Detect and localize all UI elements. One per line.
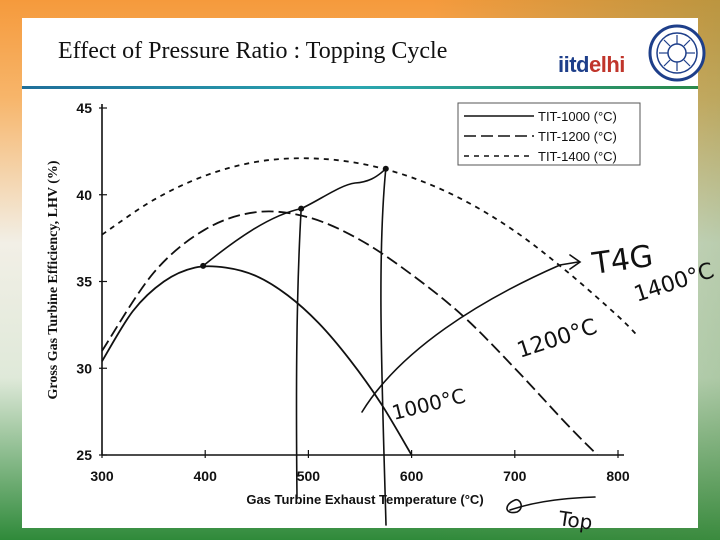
x-tick-label: 800: [606, 468, 630, 484]
handwritten-label-5: Top: [556, 506, 594, 535]
drop-line-1400: [380, 167, 387, 526]
legend: TIT-1000 (°C) TIT-1200 (°C) TIT-1400 (°C): [457, 102, 641, 166]
legend-label-1: TIT-1000 (°C): [538, 109, 617, 124]
optimum-point-1: [200, 262, 207, 269]
arrow-head: [569, 254, 582, 270]
tick-labels: 300 400 500 600 700 800 25 30 35 40 45: [76, 100, 629, 484]
optimum-connector-line: [202, 167, 387, 267]
series-layer: [101, 157, 640, 456]
x-axis-label: Gas Turbine Exhaust Temperature (°C): [246, 492, 483, 507]
slide-title: Effect of Pressure Ratio : Topping Cycle: [58, 38, 448, 64]
y-tick-label: 25: [76, 447, 92, 463]
legend-label-3: TIT-1400 (°C): [538, 149, 617, 164]
series-line-1: [101, 265, 413, 456]
exhaust-arrow-line: [361, 261, 579, 413]
y-tick-label: 45: [76, 100, 92, 116]
bottom-stroke: [509, 496, 596, 511]
bottom-loop: [506, 498, 522, 514]
series-line-2: [101, 210, 598, 456]
legend-box: [457, 102, 641, 166]
handwritten-label-4: T4G: [589, 239, 655, 282]
institute-seal-icon: [648, 24, 706, 82]
logo-text-part2: elhi: [589, 52, 625, 77]
drop-line-1200: [295, 207, 302, 499]
y-tick-label: 35: [76, 274, 92, 290]
logo-text-part1: iitd: [558, 52, 590, 77]
chart-axes: [99, 104, 624, 458]
y-tick-label: 30: [76, 360, 92, 376]
x-tick-label: 300: [90, 468, 114, 484]
handwritten-label-1: 1000°C: [389, 383, 467, 424]
x-tick-label: 700: [503, 468, 527, 484]
iitd-logo-text: iitdelhi: [558, 52, 625, 78]
legend-label-2: TIT-1200 (°C): [538, 129, 617, 144]
y-tick-label: 40: [76, 187, 92, 203]
x-tick-label: 600: [400, 468, 424, 484]
handwritten-label-2: 1200°C: [514, 314, 600, 363]
y-axis-label: Gross Gas Turbine Efficiency, LHV (%): [46, 160, 61, 399]
title-underline: [22, 86, 698, 89]
x-tick-label: 400: [194, 468, 218, 484]
series-line-3: [101, 157, 640, 338]
x-tick-label: 500: [297, 468, 321, 484]
